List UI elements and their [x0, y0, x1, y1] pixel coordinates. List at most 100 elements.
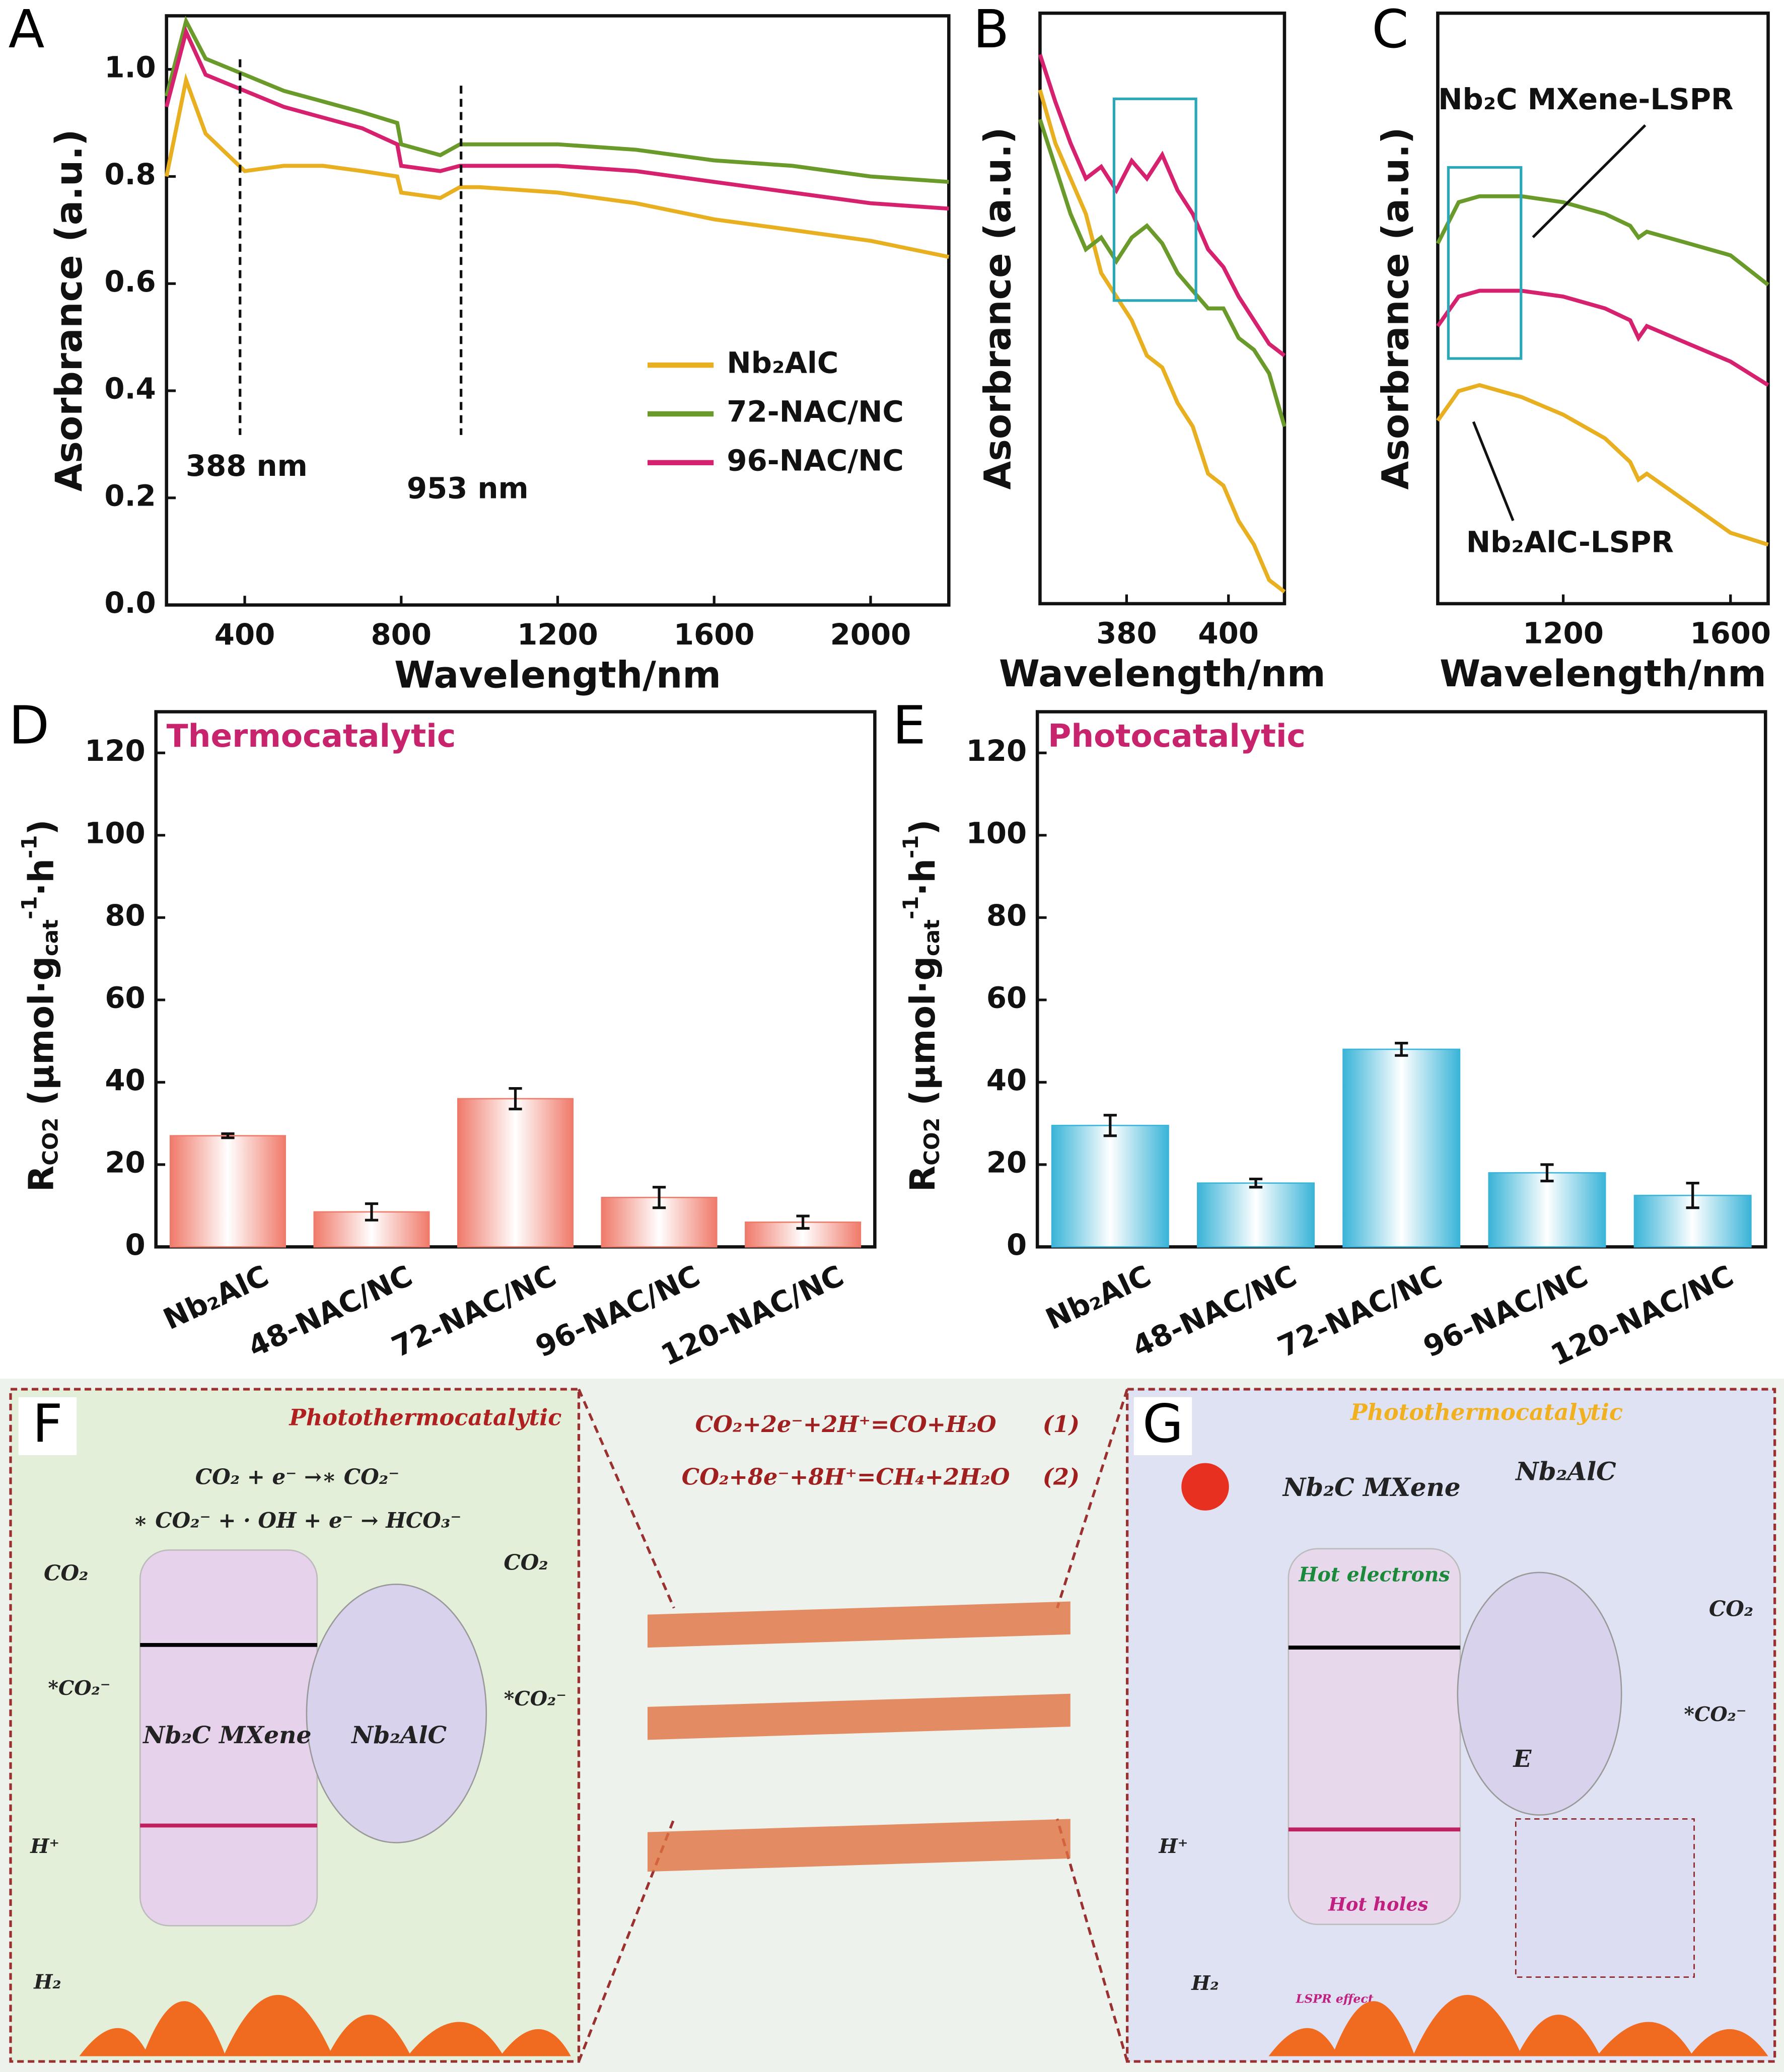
material-label: Nb₂C MXene: [142, 1722, 311, 1749]
reaction: CO₂+2e⁻+2H⁺=CO+H₂O: [695, 1411, 996, 1438]
series-line: [1038, 89, 1286, 594]
panel-label: D: [9, 694, 49, 756]
y-tick-label: 100: [966, 816, 1027, 850]
series-line: [1038, 118, 1287, 427]
bar: [1051, 1124, 1169, 1248]
x-tick-label: 800: [371, 617, 432, 652]
bar: [457, 1098, 574, 1248]
label-bg: [1133, 1397, 1192, 1455]
y-axis-label-part: ): [903, 819, 943, 835]
series-line: [1436, 194, 1769, 287]
series-line: [1436, 383, 1769, 547]
highlight-box: [1447, 166, 1523, 360]
highlight-box: [1112, 97, 1197, 302]
series-line: [164, 73, 950, 259]
y-tick-label: 0.8: [104, 157, 156, 191]
reference-label: 953 nm: [407, 471, 529, 505]
y-tick-label: 0.4: [104, 372, 156, 406]
plot-frame: [1038, 11, 1287, 606]
bar: [169, 1135, 286, 1248]
layer: [647, 1693, 1071, 1740]
legend-label: 96-NAC/NC: [727, 443, 903, 477]
molecule-label: H₂: [1191, 1972, 1219, 1995]
error-bar: [1103, 1114, 1117, 1137]
error-bar: [1249, 1177, 1263, 1189]
panel-label: G: [1143, 1393, 1183, 1455]
bar: [1488, 1172, 1606, 1248]
y-tick-label: 0: [1007, 1228, 1027, 1262]
mxene-block: [1288, 1548, 1461, 1925]
series-line: [1038, 54, 1286, 358]
x-tick-label: Nb₂AlC: [158, 1258, 274, 1336]
error-bar: [652, 1186, 666, 1209]
molecule-label: *CO₂⁻: [504, 1687, 566, 1710]
chart-panel: A 0.0 0.2 0.4 0.6 0.8 1.0 400 800 1200 1600 2000 Wav…: [9, 0, 951, 697]
y-axis-label: RCO2 (μmol·gcat-1·h-1): [898, 819, 944, 1192]
mode-title: Photothermocatalytic: [1349, 1399, 1623, 1425]
y-tick-label: 120: [966, 734, 1027, 768]
layer: [647, 1819, 1071, 1872]
y-tick-label: 20: [986, 1145, 1027, 1179]
mechanism-panel: F Photothermocatalytic CO₂ + e⁻ →∗ CO₂⁻ …: [0, 1379, 1784, 2072]
molecule-label: *CO₂⁻: [48, 1677, 110, 1700]
y-axis-label-part: CO2: [38, 1117, 62, 1165]
pointer: [1472, 421, 1515, 521]
error-bar: [1395, 1042, 1408, 1057]
x-tick-label: 72-NAC/NC: [1272, 1258, 1447, 1364]
flame: [79, 1994, 571, 2056]
y-axis-label: Asorbrance (a.u.): [977, 127, 1020, 490]
y-axis-label-part: cat: [38, 919, 62, 956]
pointer: [1532, 124, 1647, 239]
x-tick-label: 380: [1096, 616, 1157, 650]
y-axis-label-part: (μmol·g: [903, 956, 943, 1117]
bar: [745, 1221, 862, 1248]
plot-frame: [165, 14, 951, 607]
layer: [647, 1601, 1071, 1648]
x-axis-label: Wavelength/nm: [999, 653, 1326, 695]
y-tick-label: 20: [105, 1145, 145, 1179]
material-label: Nb₂AlC: [350, 1722, 447, 1749]
panel-label: E: [892, 694, 925, 756]
error-bar: [221, 1132, 235, 1139]
max-particle: [306, 1584, 487, 1843]
y-tick-label: 1.0: [104, 50, 156, 84]
reaction-number: (2): [1043, 1464, 1080, 1490]
label-bg: [18, 1397, 77, 1455]
molecule-label: CO₂: [1709, 1596, 1753, 1621]
y-tick-label: 0.6: [104, 264, 156, 299]
bar: [1342, 1048, 1461, 1248]
molecule-label: *CO₂⁻: [1684, 1703, 1746, 1726]
bar: [1197, 1182, 1315, 1248]
x-tick-label: 1200: [517, 617, 598, 652]
error-bar: [796, 1214, 810, 1230]
field-label: E: [1512, 1745, 1532, 1773]
molecule-label: CO₂: [44, 1561, 88, 1586]
x-axis-label: Wavelength/nm: [1440, 653, 1766, 695]
y-axis-label: Asorbrance (a.u.): [1375, 127, 1417, 490]
y-tick-label: 80: [986, 898, 1027, 933]
x-axis-label: Wavelength/nm: [394, 654, 721, 697]
y-axis-label-part: ·h: [903, 859, 943, 896]
chart-panel: D 0 20 40 60 80 100 120 Thermocatalytic Nb₂AlC48-…: [9, 694, 877, 1373]
material-label: Nb₂AlC: [1515, 1457, 1616, 1486]
y-tick-label: 40: [105, 1063, 145, 1097]
y-axis-label-part: -1: [898, 896, 922, 919]
y-tick-label: 80: [105, 898, 145, 933]
molecule-label: CO₂: [504, 1550, 548, 1575]
flame: [1268, 1994, 1768, 2056]
panel-label: C: [1372, 0, 1408, 60]
y-tick-label: 60: [105, 980, 145, 1015]
annotation: Nb₂C MXene-LSPR: [1438, 82, 1733, 116]
y-axis-label-part: CO2: [919, 1117, 944, 1165]
y-axis-label-part: -1: [17, 835, 41, 859]
x-tick-label: 1600: [1690, 616, 1771, 650]
x-tick-label: 400: [1198, 616, 1259, 650]
zoom-line: [1056, 1818, 1129, 2062]
series-line: [164, 26, 949, 211]
annotation: Nb₂AlC-LSPR: [1466, 525, 1674, 559]
zoom-line: [578, 1388, 675, 1609]
molecule-label: H⁺: [1159, 1835, 1188, 1858]
